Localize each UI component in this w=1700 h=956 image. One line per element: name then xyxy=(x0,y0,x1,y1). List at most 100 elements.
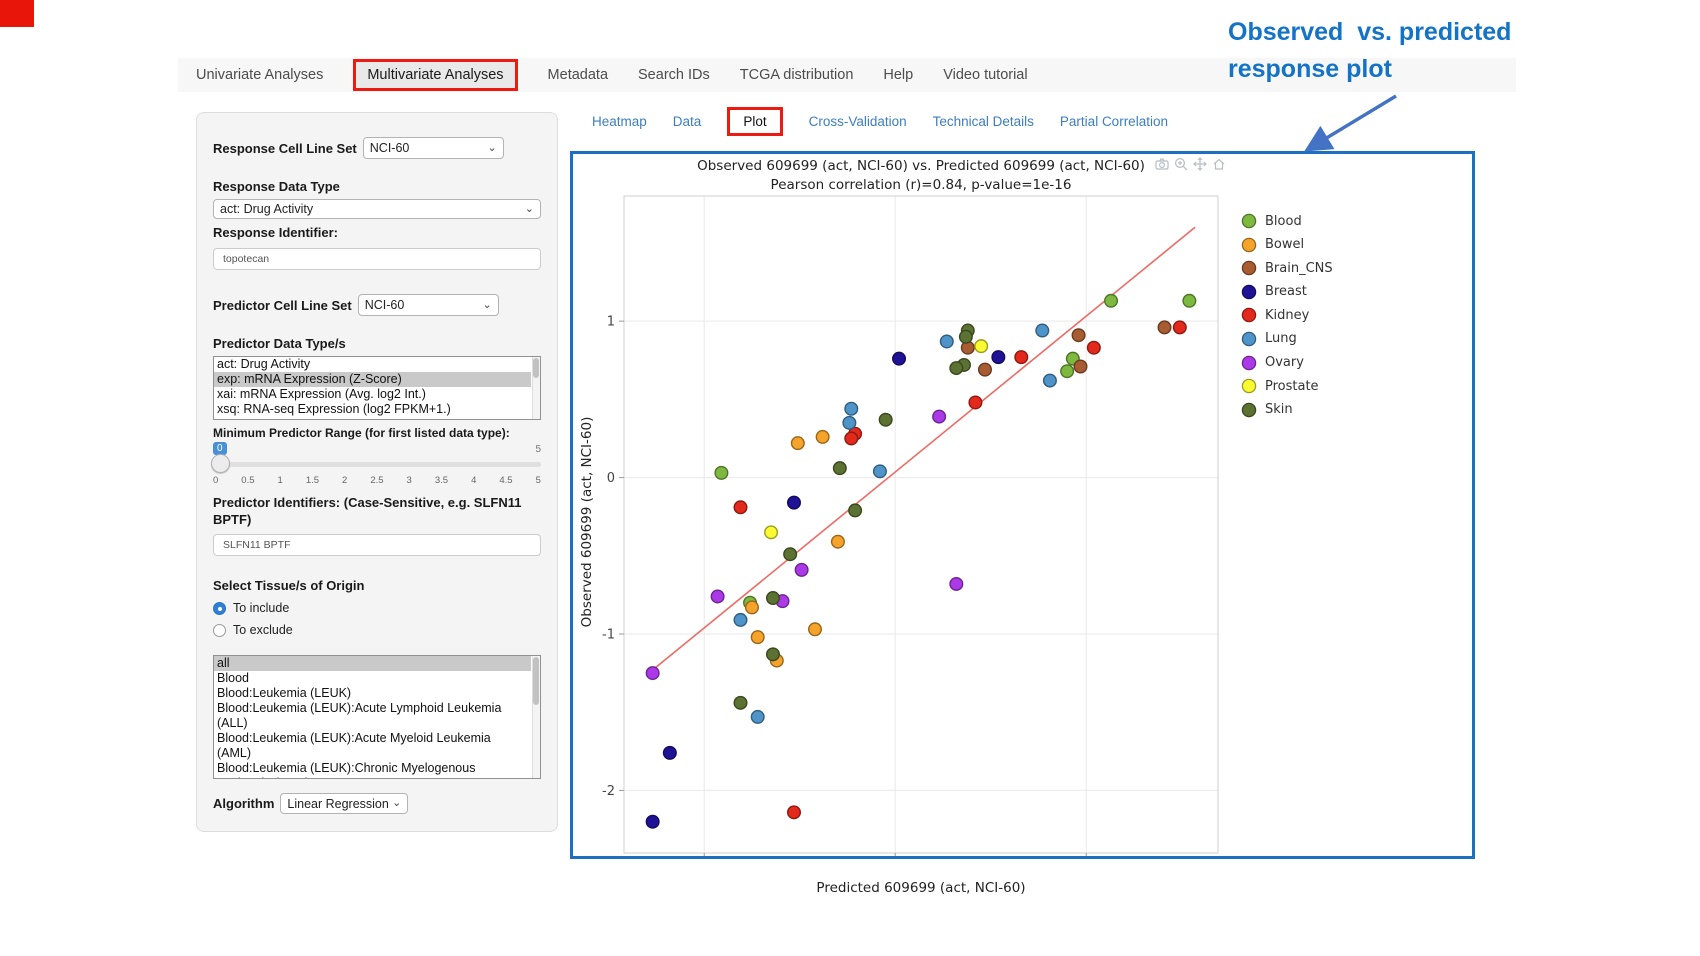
listbox-option-blood-leukemia-leuk-acute-myeloid-leukemia-aml[interactable]: Blood:Leukemia (LEUK):Acute Myeloid Leuk… xyxy=(217,731,491,760)
legend-item-ovary[interactable]: Ovary xyxy=(1241,355,1333,371)
data-point-bowel xyxy=(744,600,759,615)
slider-max-label: 5 xyxy=(535,444,541,455)
legend-label-breast: Breast xyxy=(1265,284,1307,300)
algorithm-select[interactable]: Linear Regression ⌄ xyxy=(280,793,409,814)
plot-tabs: Heatmap Data Plot Cross-Validation Technical… xyxy=(592,103,1168,139)
legend-item-prostate[interactable]: Prostate xyxy=(1241,378,1333,394)
legend-marker-breast xyxy=(1241,284,1257,300)
legend-item-lung[interactable]: Lung xyxy=(1241,331,1333,347)
listbox-option-xai-mrna-expression-avg-log2-int[interactable]: xai: mRNA Expression (Avg. log2 Int.) xyxy=(217,387,426,401)
data-point-bowel xyxy=(750,630,765,645)
legend-label-blood: Blood xyxy=(1265,213,1302,229)
response-identifier-input[interactable]: topotecan xyxy=(213,248,541,270)
legend-item-blood[interactable]: Blood xyxy=(1241,213,1333,229)
scatter-plot: -101-2-101 xyxy=(602,195,1219,877)
nav-item-help[interactable]: Help xyxy=(883,67,914,83)
nav-item-univariate-analyses[interactable]: Univariate Analyses xyxy=(196,67,324,83)
data-point-lung xyxy=(842,415,857,430)
predictor-cell-line-set-select[interactable]: NCI-60 ⌄ xyxy=(357,294,499,316)
data-point-bowel xyxy=(807,622,822,637)
nav-item-metadata[interactable]: Metadata xyxy=(547,67,609,83)
data-point-skin xyxy=(765,591,780,606)
corner-red-shape xyxy=(0,0,34,27)
scrollbar[interactable] xyxy=(532,656,540,778)
data-point-ovary xyxy=(949,576,964,591)
data-point-brain-cns xyxy=(1071,328,1086,343)
legend-item-skin[interactable]: Skin xyxy=(1241,402,1333,417)
y-tick-label: 0 xyxy=(607,471,615,486)
data-point-skin xyxy=(878,412,893,427)
data-point-lung xyxy=(733,612,748,627)
legend-item-brain-cns[interactable]: Brain_CNS xyxy=(1241,261,1333,276)
legend-label-lung: Lung xyxy=(1265,331,1297,347)
tab-data[interactable]: Data xyxy=(672,113,702,129)
response-data-type-select[interactable]: act: Drug Activity ⌄ xyxy=(213,199,541,219)
predictor-data-types-listbox[interactable]: act: Drug Activity exp: mRNA Expression (… xyxy=(213,356,541,420)
tab-plot[interactable]: Plot xyxy=(727,106,783,136)
tab-technical-details[interactable]: Technical Details xyxy=(932,113,1034,129)
nav-item-multivariate-analyses[interactable]: Multivariate Analyses xyxy=(353,59,518,91)
tissue-origin-listbox[interactable]: all Blood Blood:Leukemia (LEUK) Blood:Leuke… xyxy=(213,655,541,779)
radio-row-to-exclude: To exclude xyxy=(213,621,541,639)
slider-track[interactable] xyxy=(213,462,541,467)
legend-marker-ovary xyxy=(1241,355,1257,370)
listbox-option-xsq-rna-seq-expression-log2-fpkm-1[interactable]: xsq: RNA-seq Expression (log2 FPKM+1.) xyxy=(217,402,451,416)
radio-to-exclude[interactable] xyxy=(213,623,226,637)
data-point-lung xyxy=(939,334,954,349)
data-point-lung xyxy=(1035,323,1050,338)
tab-partial-correlation[interactable]: Partial Correlation xyxy=(1059,113,1168,129)
camera-icon[interactable] xyxy=(1155,157,1169,171)
radio-to-include[interactable] xyxy=(213,601,226,615)
legend-item-kidney[interactable]: Kidney xyxy=(1241,308,1333,323)
data-point-blood xyxy=(1104,293,1119,308)
legend-marker-skin xyxy=(1241,402,1257,417)
nav-item-search-ids[interactable]: Search IDs xyxy=(638,67,710,83)
tab-heatmap[interactable]: Heatmap xyxy=(592,113,647,129)
scrollbar-thumb[interactable] xyxy=(533,657,539,705)
annotation-arrow xyxy=(1304,94,1397,152)
scrollbar[interactable] xyxy=(532,357,540,419)
pan-icon[interactable] xyxy=(1193,157,1207,171)
top-navbar: Univariate Analyses Multivariate Analyses… xyxy=(178,58,1516,92)
plot-modebar xyxy=(1155,157,1226,171)
listbox-option-all[interactable]: all xyxy=(214,656,531,671)
reset-axes-icon[interactable] xyxy=(1212,157,1226,171)
chevron-down-icon: ⌄ xyxy=(524,202,534,215)
listbox-option-blood[interactable]: Blood xyxy=(217,671,249,685)
listbox-option-act-drug-activity[interactable]: act: Drug Activity xyxy=(217,357,311,371)
predictor-identifiers-input[interactable]: SLFN11 BPTF xyxy=(213,534,541,556)
scrollbar-thumb[interactable] xyxy=(533,358,539,378)
zoom-in-icon[interactable] xyxy=(1174,157,1188,171)
radio-row-to-include: To include xyxy=(213,599,541,617)
y-axis-title: Observed 609699 (act, NCI-60) xyxy=(579,416,595,628)
data-point-bowel xyxy=(790,436,805,451)
listbox-option-blood-leukemia-leuk-acute-lymphoid-leukemia-all[interactable]: Blood:Leukemia (LEUK):Acute Lymphoid Leu… xyxy=(217,701,502,730)
nav-item-video-tutorial[interactable]: Video tutorial xyxy=(943,67,1028,83)
response-identifier-label: Response Identifier: xyxy=(213,225,338,240)
listbox-option-exp-mrna-expression-z-score[interactable]: exp: mRNA Expression (Z-Score) xyxy=(214,372,531,387)
legend-label-ovary: Ovary xyxy=(1265,355,1304,371)
slider-tick-labels: 0 0.5 1 1.5 2 2.5 3 3.5 4 4.5 5 xyxy=(213,475,541,486)
slider-handle[interactable] xyxy=(211,454,230,473)
nav-item-tcga-distribution[interactable]: TCGA distribution xyxy=(739,67,854,83)
response-cell-line-set-select[interactable]: NCI-60 ⌄ xyxy=(362,137,504,159)
data-point-bowel xyxy=(830,534,845,549)
slider-tick-3-5: 3.5 xyxy=(434,475,449,486)
data-point-ovary xyxy=(645,666,660,681)
data-point-lung xyxy=(1042,373,1057,388)
listbox-option-blood-leukemia-leuk[interactable]: Blood:Leukemia (LEUK) xyxy=(217,686,352,700)
data-point-kidney xyxy=(1014,350,1029,365)
data-point-ovary xyxy=(932,409,947,424)
legend-item-breast[interactable]: Breast xyxy=(1241,284,1333,300)
data-point-breast xyxy=(786,495,801,510)
x-axis-title: Predicted 609699 (act, NCI-60) xyxy=(816,880,1026,896)
listbox-option-blood-leukemia-leuk-chronic-myelogenous-leukemia-cml[interactable]: Blood:Leukemia (LEUK):Chronic Myelogenou… xyxy=(217,761,476,778)
data-point-kidney xyxy=(1086,340,1101,355)
slider-tick-0: 0 xyxy=(213,475,219,486)
tab-cross-validation[interactable]: Cross-Validation xyxy=(808,113,907,129)
slider-tick-5: 5 xyxy=(535,475,541,486)
legend-marker-kidney xyxy=(1241,308,1257,323)
legend-label-prostate: Prostate xyxy=(1265,378,1319,394)
legend-item-bowel[interactable]: Bowel xyxy=(1241,237,1333,252)
data-point-kidney xyxy=(968,395,983,410)
